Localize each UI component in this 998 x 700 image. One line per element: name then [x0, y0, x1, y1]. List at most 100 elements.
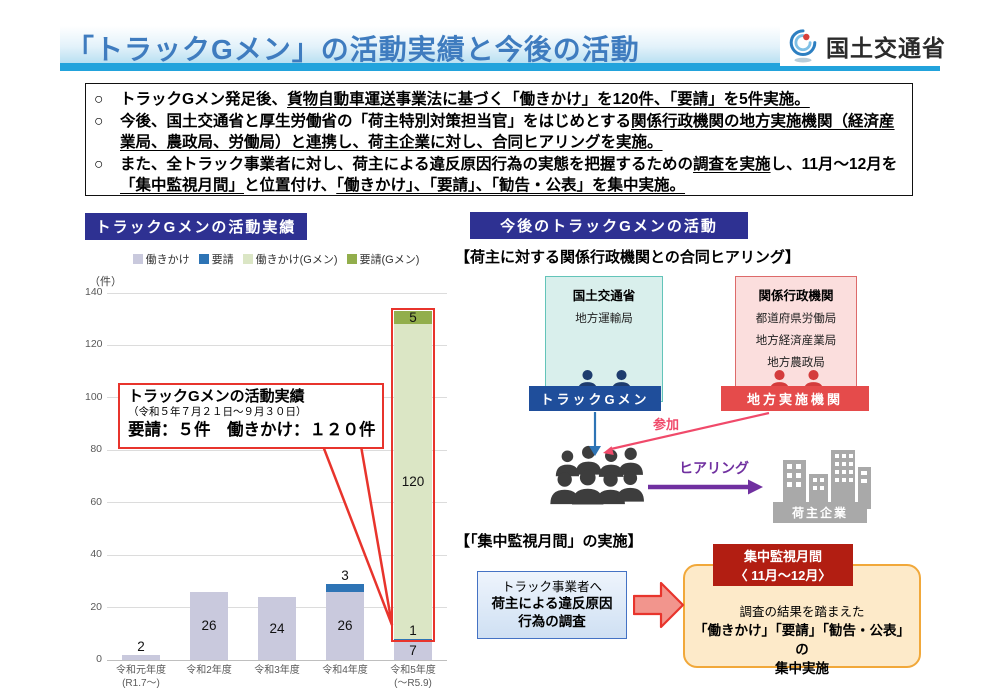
agency-box-item: 都道府県労働局 — [755, 313, 837, 325]
future-activity-section: 今後のトラックGメンの活動 【荷主に対する関係行政機関との合同ヒアリング】 国土… — [455, 212, 943, 700]
mlit-box-title: 国土交通省 — [572, 289, 636, 303]
summary-bullet-2: ○ 今後、国土交通省と厚生労働省の「荷主特別対策担当官」をはじめとする関係行政機… — [94, 111, 902, 154]
bullet-text: トラックGメン発足後、貨物自動車運送事業法に基づく「働きかけ」を120件、「要請… — [120, 91, 810, 108]
truck-gmen-label: トラックGメン — [529, 386, 661, 411]
y-axis-tick: 140 — [85, 286, 103, 298]
bar-value-label: 2 — [137, 638, 145, 654]
survey-line-2: 荷主による違反原因 — [491, 596, 613, 611]
callout-subtitle: （令和５年７月２１日～９月３０日） — [128, 406, 307, 418]
highlight-outline — [391, 308, 435, 643]
left-panel-title: トラックGメンの活動実績 — [85, 213, 307, 240]
y-axis-tick: 20 — [90, 600, 102, 613]
monitoring-period-box: 集中監視月間 〈 11月～12月〉 — [713, 544, 853, 586]
callout-box: トラックGメンの活動実績 （令和５年７月２１日～９月３０日） 要請：５件 働きか… — [118, 383, 384, 449]
agency-box-item: 地方経済産業局 — [755, 335, 837, 347]
bar-segment — [122, 654, 160, 660]
bullet-marker: ○ — [94, 91, 104, 108]
result-line-2: 「働きかけ」「要請」「勧告・公表」の — [694, 623, 910, 657]
gridline — [107, 659, 447, 661]
result-text: 調査の結果を踏まえた 「働きかけ」「要請」「勧告・公表」の 集中実施 — [691, 604, 913, 678]
mlit-box-item: 地方運輸局 — [575, 313, 633, 325]
legend-swatch — [198, 254, 209, 264]
shipper-buildings-icon — [783, 450, 871, 509]
right-panel-title: 今後のトラックGメンの活動 — [470, 212, 748, 239]
y-axis-tick: 40 — [90, 548, 102, 561]
result-line-3: 集中実施 — [775, 661, 829, 676]
y-axis-tick: 120 — [85, 338, 103, 351]
legend-label: 働きかけ — [145, 254, 190, 266]
hearing-heading: 【荷主に対する関係行政機関との合同ヒアリング】 — [455, 249, 800, 266]
bullet-marker: ○ — [94, 155, 104, 173]
bullet-text: 今後、国土交通省と厚生労働省の「荷主特別対策担当官」をはじめとする関係行政機関の… — [120, 112, 895, 152]
bar-segment — [258, 597, 296, 660]
bar-value-label: 24 — [269, 620, 285, 636]
bar-segment — [394, 641, 432, 660]
legend-item: 働きかけ(Gメン) — [242, 251, 338, 267]
page-title: 「トラックGメン」の活動実績と今後の活動 — [66, 34, 640, 65]
y-axis-tick: 0 — [96, 653, 102, 665]
chart-legend: 働きかけ 要請 働きかけ(Gメン) 要請(Gメン) — [101, 251, 451, 267]
bar-value-label: 3 — [341, 567, 349, 583]
org-name: 国土交通省 — [826, 34, 946, 61]
title-underline-bar — [60, 63, 940, 71]
bar-value-label: 7 — [409, 642, 417, 658]
bar-value-label: 1 — [409, 623, 417, 639]
monitoring-heading: 【「集中監視月間」の実施】 — [455, 533, 643, 550]
bar-value-label: 26 — [337, 617, 353, 633]
callout-body: 要請：５件 働きかけ：１２０件 — [128, 421, 376, 439]
gridline — [107, 292, 447, 294]
bar-value-label: 26 — [201, 617, 217, 633]
x-axis-label: 令和5年度 (～R5.9) — [390, 665, 436, 689]
period-line-2: 〈 11月～12月〉 — [734, 568, 832, 583]
legend-label: 要請(Gメン) — [359, 254, 420, 266]
activity-chart: 働きかけ 要請 働きかけ(Gメン) 要請(Gメン) （件） トラックGメンの活動実績 … — [85, 245, 457, 693]
local-org-label: 地方実施機関 — [721, 386, 869, 411]
legend-swatch — [346, 254, 357, 264]
legend-item: 要請 — [198, 251, 234, 267]
summary-bullet-3: ○ また、全トラック事業者に対し、荷主による違反原因行為の実態を把握するための調… — [94, 154, 902, 197]
hearing-label: ヒアリング — [679, 460, 749, 476]
bar-segment — [326, 583, 364, 592]
legend-swatch — [242, 254, 253, 264]
y-axis-tick: 60 — [90, 495, 102, 508]
legend-item: 要請(Gメン) — [346, 251, 420, 267]
gridline — [107, 554, 447, 556]
agency-box: 関係行政機関 都道府県労働局 地方経済産業局 地方農政局 — [735, 276, 857, 402]
summary-bullet-1: ○ トラックGメン発足後、貨物自動車運送事業法に基づく「働きかけ」を120件、「… — [94, 89, 902, 111]
legend-label: 働きかけ(Gメン) — [255, 254, 338, 266]
big-arrow-icon — [633, 581, 685, 629]
x-axis-label: 令和2年度 — [186, 665, 232, 676]
agency-box-title: 関係行政機関 — [758, 289, 834, 303]
gridline — [107, 502, 447, 504]
chart-unit-label: （件） — [89, 276, 122, 288]
y-axis-tick: 100 — [85, 390, 103, 403]
mlit-box: 国土交通省 地方運輸局 — [545, 276, 663, 402]
survey-box: トラック事業者へ 荷主による違反原因 行為の調査 — [477, 571, 627, 639]
agency-box-item: 地方農政局 — [767, 357, 825, 369]
bar-value-label: 5 — [409, 309, 417, 325]
period-line-1: 集中監視月間 — [743, 549, 822, 564]
legend-swatch — [132, 254, 143, 264]
legend-label: 要請 — [211, 254, 234, 266]
survey-line-1: トラック事業者へ — [501, 580, 602, 594]
legend-item: 働きかけ — [132, 251, 190, 267]
participate-label: 参加 — [653, 417, 680, 432]
bar-value-label: 120 — [401, 473, 425, 489]
bullet-marker: ○ — [94, 112, 104, 130]
survey-line-3: 行為の調査 — [518, 614, 586, 629]
callout-title: トラックGメンの活動実績 — [128, 388, 305, 405]
bullet-text: また、全トラック事業者に対し、荷主による違反原因行為の実態を把握するための調査を… — [120, 155, 898, 195]
gridline — [107, 449, 447, 451]
truck-gmen-crowd-icon — [550, 445, 644, 505]
x-axis-label: 令和3年度 — [254, 665, 300, 676]
summary-box: ○ トラックGメン発足後、貨物自動車運送事業法に基づく「働きかけ」を120件、「… — [85, 83, 913, 196]
bar-segment — [190, 591, 228, 660]
gridline — [107, 344, 447, 346]
bar-segment — [394, 324, 432, 640]
mlit-logo-icon — [789, 29, 817, 63]
result-line-1: 調査の結果を踏まえた — [739, 605, 865, 619]
bar-segment — [394, 311, 432, 325]
x-axis-label: 令和4年度 — [322, 665, 368, 676]
org-logo: 国土交通省 — [780, 25, 952, 66]
